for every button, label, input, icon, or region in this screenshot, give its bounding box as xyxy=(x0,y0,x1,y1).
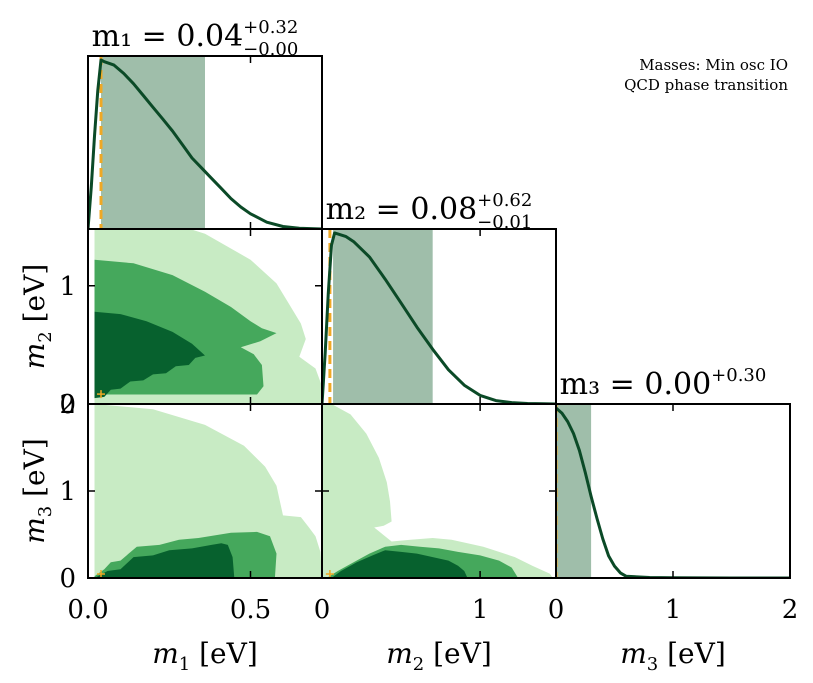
annotation-line-2: QCD phase transition xyxy=(624,76,788,94)
x-tick-label-m2: 0 xyxy=(314,595,331,625)
contour-inner-m2-m3 xyxy=(331,550,468,578)
y-tick-label-m2: 1 xyxy=(59,272,76,302)
axis-label-unit: [eV] xyxy=(190,637,258,670)
panel-title-upper: +0.30 xyxy=(711,365,766,386)
axis-label-variable: m xyxy=(620,637,647,670)
contour-outer-m2-m3 xyxy=(322,404,553,578)
x-axis-label-m2: m2 [eV] xyxy=(386,637,492,675)
axis-label-variable: m xyxy=(18,517,51,544)
y-axis-label-m3: m3 [eV] xyxy=(18,438,56,544)
credible-band-m1 xyxy=(101,56,205,229)
axis-label-variable: m xyxy=(386,637,413,670)
y-tick-label-m3: 0 xyxy=(59,564,76,594)
y-tick-label-m3: 2 xyxy=(59,390,76,420)
x-axis-label-m3: m3 [eV] xyxy=(620,637,726,675)
panel-title-upper: +0.32 xyxy=(243,17,298,38)
axis-label-variable: m xyxy=(152,637,179,670)
contour-panel-m2-m3 xyxy=(322,404,553,578)
x-tick-label-m3: 0 xyxy=(548,595,565,625)
x-axis-label-m1: m1 [eV] xyxy=(152,637,258,675)
axis-label-unit: [eV] xyxy=(424,637,492,670)
panel-title-lower: −0.01 xyxy=(477,212,532,233)
y-axis-label-m2: m2 [eV] xyxy=(18,264,56,370)
axis-label-subscript: 3 xyxy=(35,506,56,517)
marginal-m1 xyxy=(88,56,322,229)
contour-inner-m1-m3 xyxy=(94,543,235,578)
panel-title-m3: m₃ = 0.00+0.30 xyxy=(560,365,767,402)
credible-band-m2 xyxy=(333,229,433,404)
axis-label-variable: m xyxy=(18,343,51,370)
x-tick-label-m1: 0.0 xyxy=(67,595,108,625)
axis-label-subscript: 2 xyxy=(35,331,56,342)
annotation-line-1: Masses: Min osc IO xyxy=(639,56,788,74)
x-tick-label-m3: 1 xyxy=(665,595,682,625)
contour-panel-m1-m3 xyxy=(94,404,322,578)
contour-outer-m1-m3 xyxy=(94,404,322,578)
panel-title-upper: +0.62 xyxy=(477,190,532,211)
axis-label-subscript: 1 xyxy=(179,654,190,675)
panel-title-m1: m₁ = 0.04+0.32 −0.00 xyxy=(92,17,299,60)
axis-label-subscript: 3 xyxy=(647,654,658,675)
x-tick-label-m1: 0.5 xyxy=(230,595,271,625)
y-tick-label-m3: 1 xyxy=(59,477,76,507)
panel-title-main: m₁ = 0.04 xyxy=(92,19,243,54)
panel-title-main: m₂ = 0.08 xyxy=(326,192,477,227)
axis-label-unit: [eV] xyxy=(18,264,51,332)
x-tick-label-m2: 1 xyxy=(472,595,489,625)
x-tick-label-m3: 2 xyxy=(782,595,799,625)
credible-band-m3 xyxy=(556,404,592,578)
y-tick-label-m2: 0 xyxy=(59,390,76,420)
panel-title-m2: m₂ = 0.08+0.62 −0.01 xyxy=(326,190,533,233)
marginal-m3 xyxy=(556,404,790,578)
contour-inner-m1-m2 xyxy=(94,311,205,399)
density-curve-m1 xyxy=(88,58,322,229)
panel-title-main: m₃ = 0.00 xyxy=(560,367,711,402)
marginal-m2 xyxy=(322,229,556,404)
contour-panel-m1-m2 xyxy=(94,229,322,404)
axis-label-unit: [eV] xyxy=(18,438,51,506)
density-curve-m2 xyxy=(322,231,556,404)
axis-label-unit: [eV] xyxy=(658,637,726,670)
panel-title-lower: −0.00 xyxy=(243,39,298,60)
axis-label-subscript: 2 xyxy=(413,654,424,675)
